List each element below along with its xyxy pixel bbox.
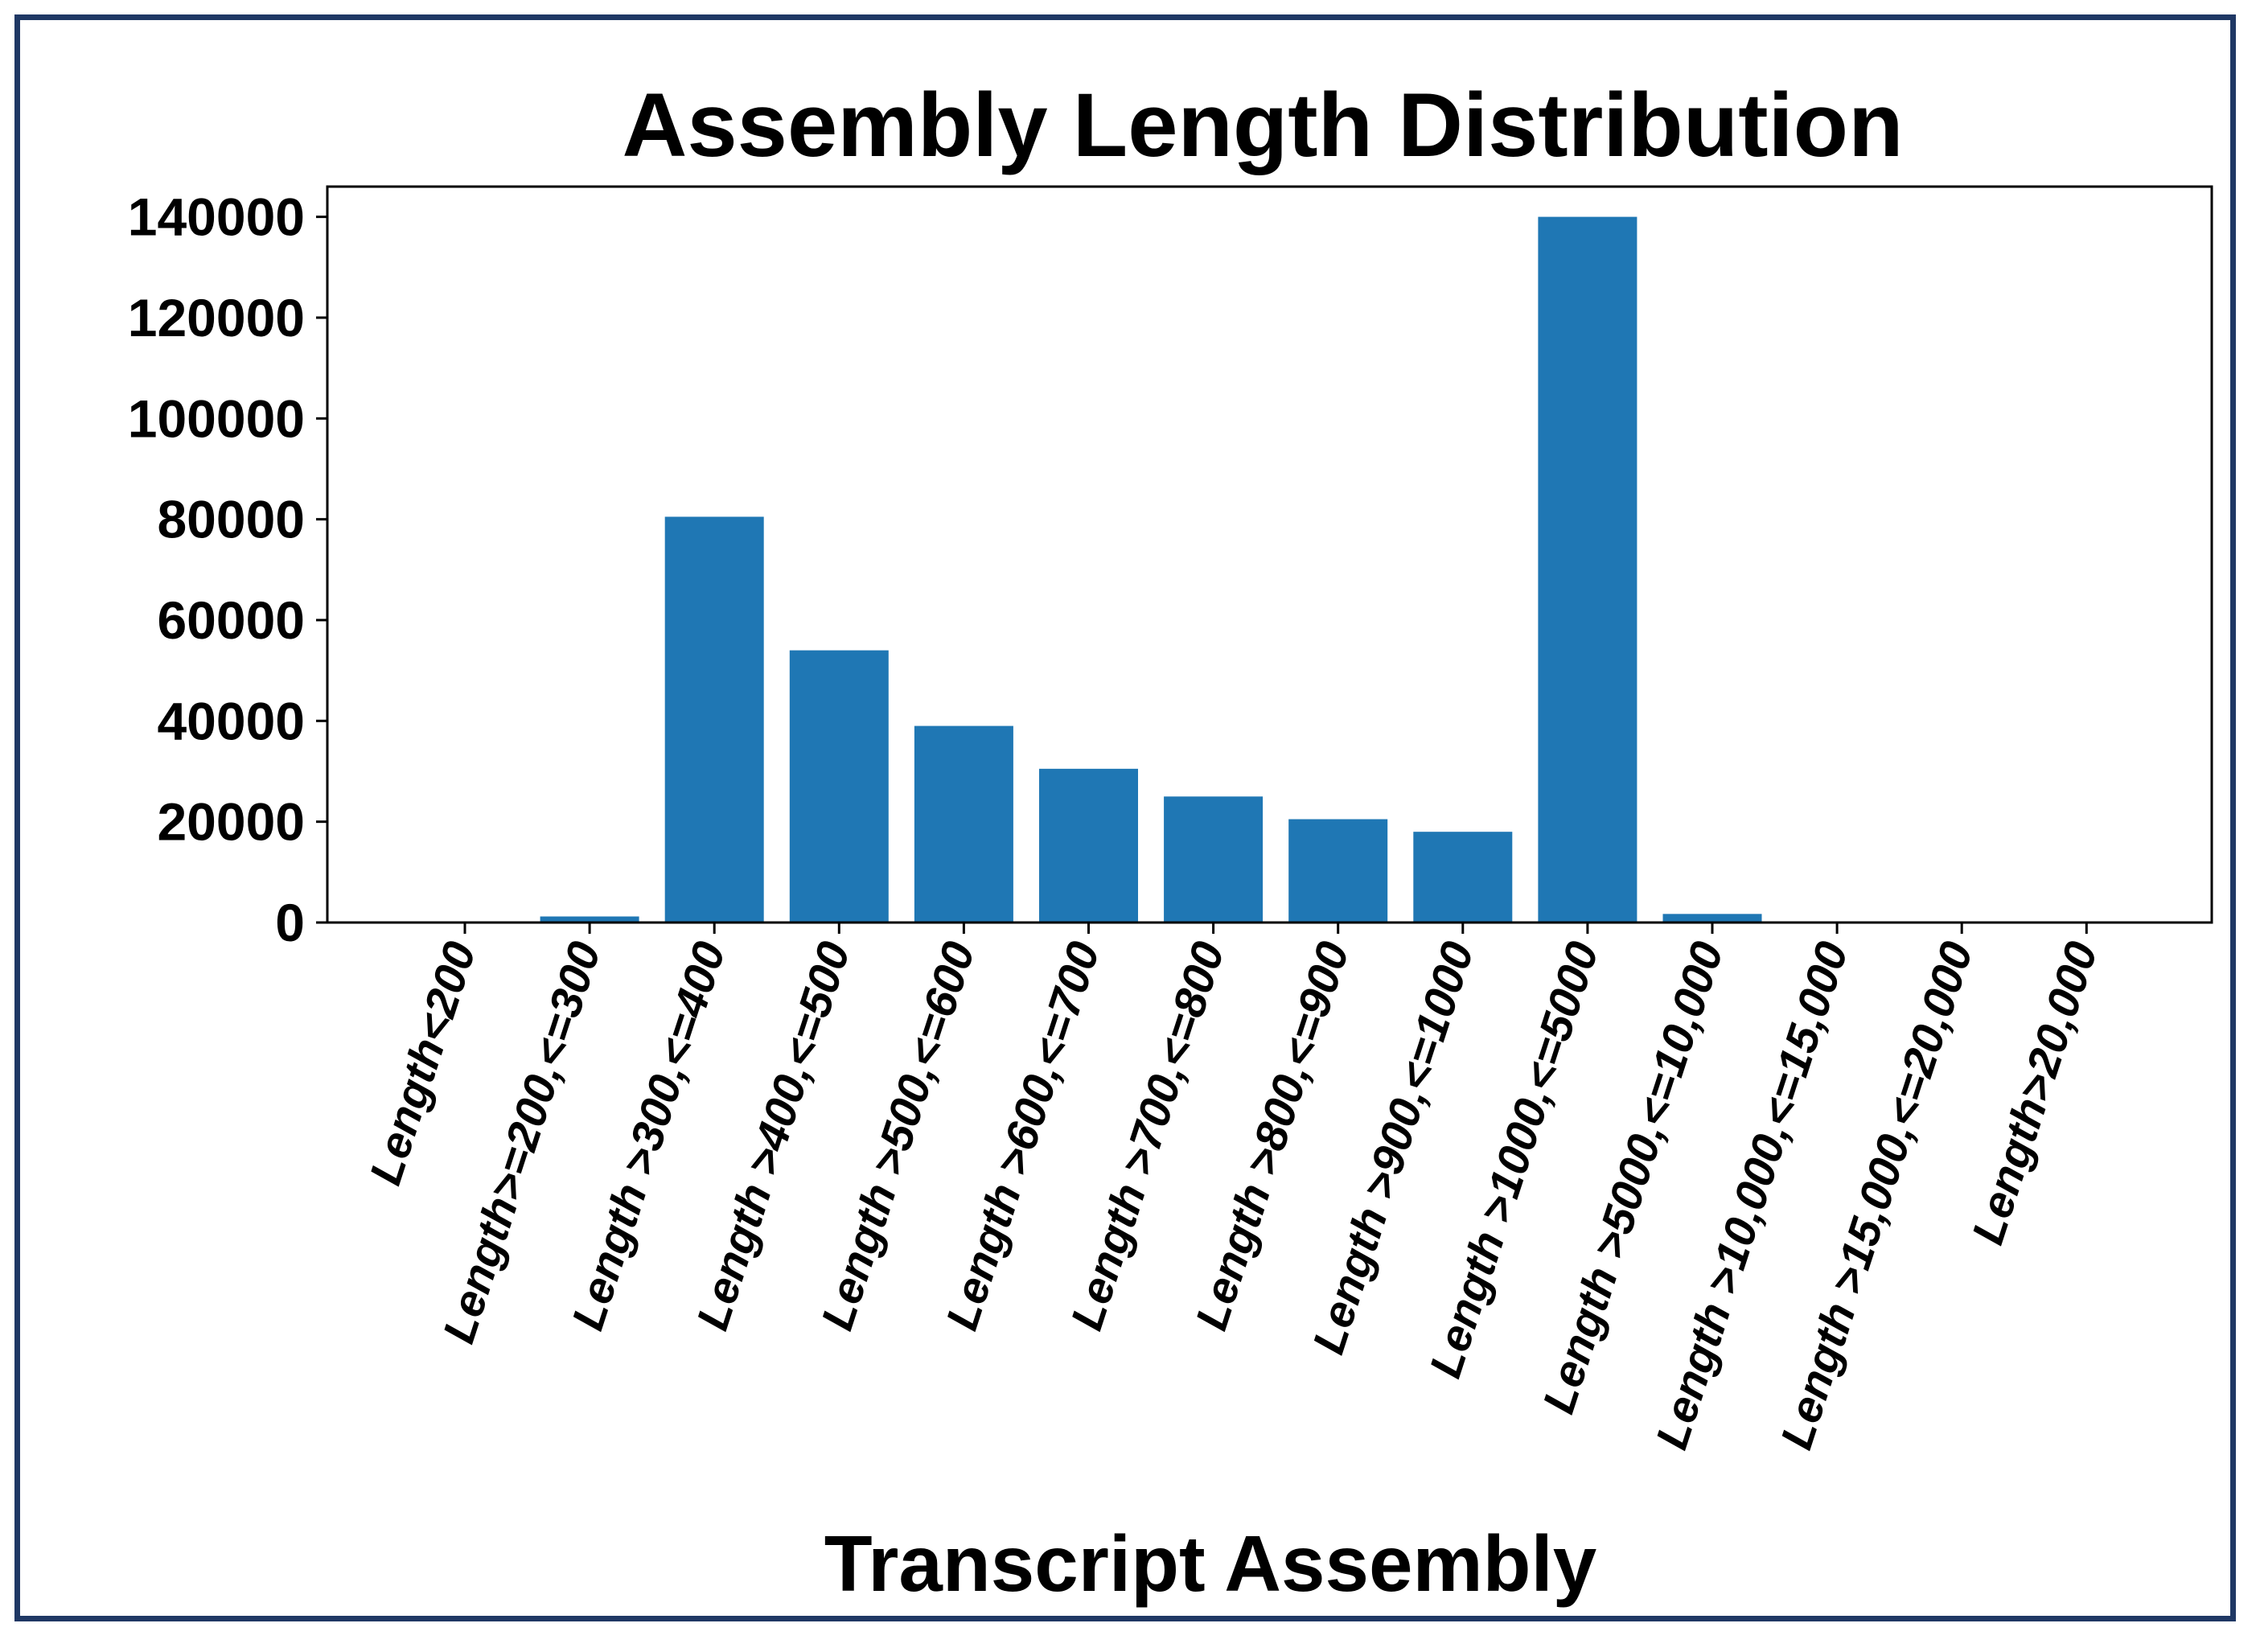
y-tick-label: 60000 bbox=[157, 590, 305, 650]
bar bbox=[1039, 768, 1138, 923]
y-tick-label: 100000 bbox=[128, 388, 305, 448]
y-tick-label: 80000 bbox=[157, 490, 305, 549]
x-axis-label: Transcript Assembly bbox=[824, 1519, 1596, 1608]
y-tick-label: 120000 bbox=[128, 288, 305, 347]
bar bbox=[1538, 216, 1637, 923]
x-tick-label: Length<200 bbox=[360, 935, 486, 1190]
y-tick-label: 0 bbox=[275, 893, 305, 952]
plot-area-border bbox=[326, 185, 2213, 924]
x-tick-label: Length>20,000 bbox=[1962, 935, 2107, 1250]
bar bbox=[540, 916, 639, 923]
bars bbox=[540, 216, 1762, 923]
y-tick-label: 40000 bbox=[157, 691, 305, 750]
bar bbox=[914, 725, 1013, 923]
y-tick-label: 140000 bbox=[128, 187, 305, 247]
bar bbox=[1413, 832, 1513, 923]
bar bbox=[1662, 914, 1762, 923]
y-axis-ticks: 0 20000 40000 60000 80000 100000 120000 140000 bbox=[128, 187, 327, 952]
chart-title: Assembly Length Distribution bbox=[623, 75, 1904, 175]
bar bbox=[664, 516, 764, 923]
bar bbox=[1288, 819, 1388, 923]
y-tick-label: 20000 bbox=[157, 792, 305, 852]
bar bbox=[1164, 796, 1264, 923]
bar bbox=[789, 650, 889, 923]
